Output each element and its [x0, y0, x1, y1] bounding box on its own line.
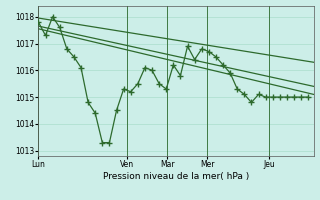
- X-axis label: Pression niveau de la mer( hPa ): Pression niveau de la mer( hPa ): [103, 172, 249, 181]
